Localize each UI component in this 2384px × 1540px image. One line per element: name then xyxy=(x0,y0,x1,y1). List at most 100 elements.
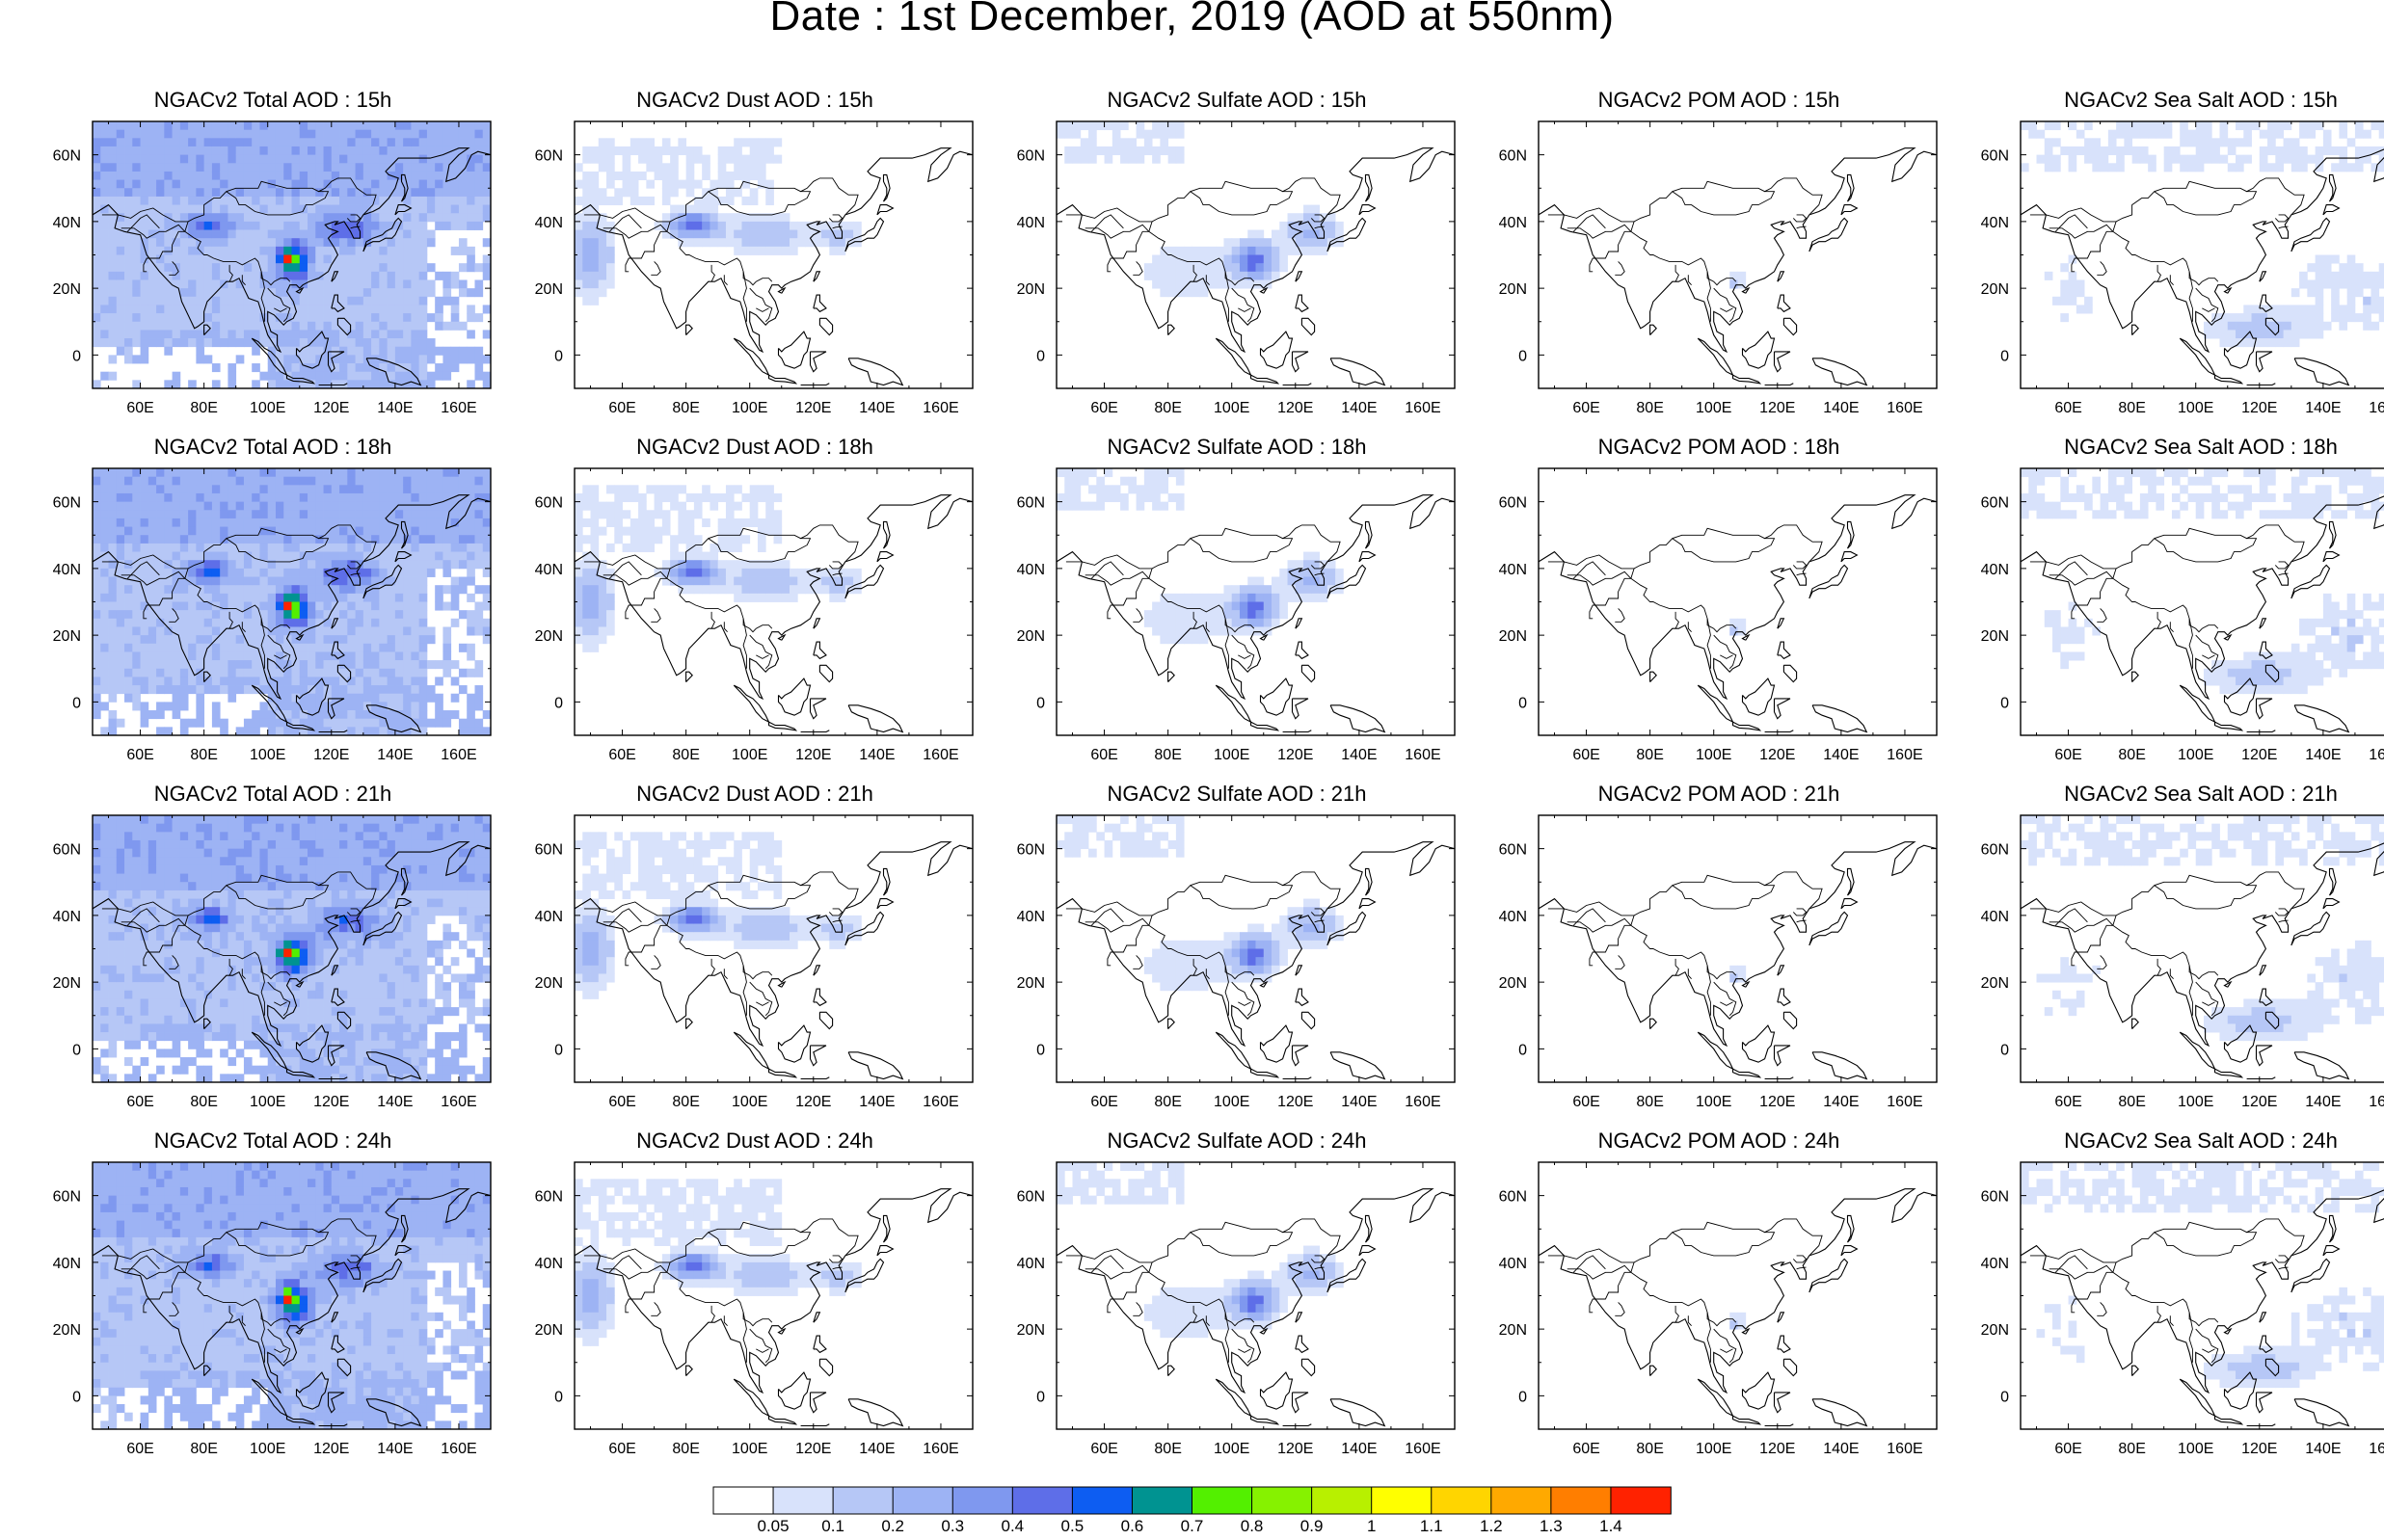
aod-cell xyxy=(204,263,213,272)
aod-cell xyxy=(591,180,600,189)
aod-cell xyxy=(356,338,364,347)
aod-cell xyxy=(300,660,308,669)
aod-cell xyxy=(2323,263,2332,272)
aod-cell xyxy=(156,188,165,197)
aod-cell xyxy=(2164,163,2173,172)
aod-cell xyxy=(838,238,846,247)
aod-cell xyxy=(2260,155,2268,164)
aod-cell xyxy=(2236,155,2244,164)
aod-cell xyxy=(1160,279,1168,288)
aod-cell xyxy=(758,138,766,146)
aod-cell xyxy=(109,180,118,189)
aod-cell xyxy=(774,527,783,536)
aod-cell xyxy=(292,238,301,247)
aod-cell xyxy=(2284,121,2292,130)
aod-cell xyxy=(180,288,189,297)
aod-cell xyxy=(411,205,419,214)
aod-cell xyxy=(403,702,412,710)
aod-cell xyxy=(474,493,483,502)
aod-cell xyxy=(371,727,380,735)
aod-cell xyxy=(164,205,173,214)
aod-cell xyxy=(750,222,759,230)
aod-cell xyxy=(236,297,245,305)
aod-cell xyxy=(228,552,236,561)
aod-cell xyxy=(451,619,460,627)
aod-cell xyxy=(419,255,428,264)
aod-cell xyxy=(411,279,419,288)
aod-cell xyxy=(236,121,245,130)
aod-cell xyxy=(339,247,348,255)
aod-cell xyxy=(315,651,324,660)
aod-cell xyxy=(132,279,141,288)
aod-cell xyxy=(1081,502,1089,511)
aod-cell xyxy=(427,544,436,552)
aod-cell xyxy=(100,619,109,627)
aod-cell xyxy=(2228,146,2237,155)
aod-cell xyxy=(638,527,647,536)
aod-cell xyxy=(276,552,284,561)
aod-cell xyxy=(371,685,380,694)
aod-cell xyxy=(324,288,333,297)
aod-cell xyxy=(308,560,316,569)
aod-cell xyxy=(236,651,245,660)
aod-cell xyxy=(2284,305,2292,313)
panel-title: NGACv2 POM AOD : 15h xyxy=(1492,88,1945,113)
aod-cell xyxy=(356,493,364,502)
aod-cell xyxy=(662,172,671,180)
aod-cell xyxy=(292,130,301,139)
aod-cell xyxy=(1128,146,1137,155)
aod-cell xyxy=(196,544,204,552)
aod-cell xyxy=(132,130,141,139)
aod-cell xyxy=(710,205,718,214)
aod-cell xyxy=(196,180,204,189)
aod-cell xyxy=(188,685,197,694)
aod-cell xyxy=(109,163,118,172)
aod-cell xyxy=(790,594,798,602)
aod-cell xyxy=(1327,230,1336,239)
aod-cell xyxy=(148,313,157,322)
aod-cell xyxy=(124,669,133,677)
aod-cell xyxy=(148,247,157,255)
aod-cell xyxy=(483,535,492,544)
aod-cell xyxy=(474,197,483,205)
aod-cell xyxy=(148,635,157,644)
aod-cell xyxy=(141,635,149,644)
aod-cell xyxy=(379,305,388,313)
aod-cell xyxy=(300,577,308,586)
aod-cell xyxy=(411,188,419,197)
aod-cell xyxy=(591,577,600,586)
aod-cell xyxy=(347,130,356,139)
aod-cell xyxy=(156,710,165,719)
aod-cell xyxy=(774,230,783,239)
aod-cell xyxy=(630,518,639,527)
aod-cell xyxy=(300,230,308,239)
aod-cell xyxy=(363,502,372,511)
aod-cell xyxy=(164,635,173,644)
aod-cell xyxy=(300,585,308,594)
aod-cell xyxy=(379,146,388,155)
aod-cell xyxy=(582,180,591,189)
aod-cell xyxy=(388,644,396,652)
aod-cell xyxy=(388,626,396,635)
aod-cell xyxy=(379,313,388,322)
aod-cell xyxy=(467,263,475,272)
aod-cell xyxy=(591,626,600,635)
aod-cell xyxy=(1303,560,1312,569)
aod-cell xyxy=(292,363,301,372)
aod-cell xyxy=(2316,255,2324,264)
aod-cell xyxy=(821,585,830,594)
aod-cell xyxy=(204,188,213,197)
aod-cell xyxy=(109,685,118,694)
aod-cell xyxy=(582,146,591,155)
aod-cell xyxy=(1296,222,1304,230)
aod-cell xyxy=(710,502,718,511)
aod-cell xyxy=(252,493,260,502)
aod-cell xyxy=(388,527,396,536)
aod-cell xyxy=(765,485,774,493)
aod-cell xyxy=(474,477,483,486)
aod-cell xyxy=(236,155,245,164)
aod-cell xyxy=(332,685,340,694)
aod-cell xyxy=(395,660,404,669)
aod-cell xyxy=(630,172,639,180)
aod-cell xyxy=(419,610,428,619)
